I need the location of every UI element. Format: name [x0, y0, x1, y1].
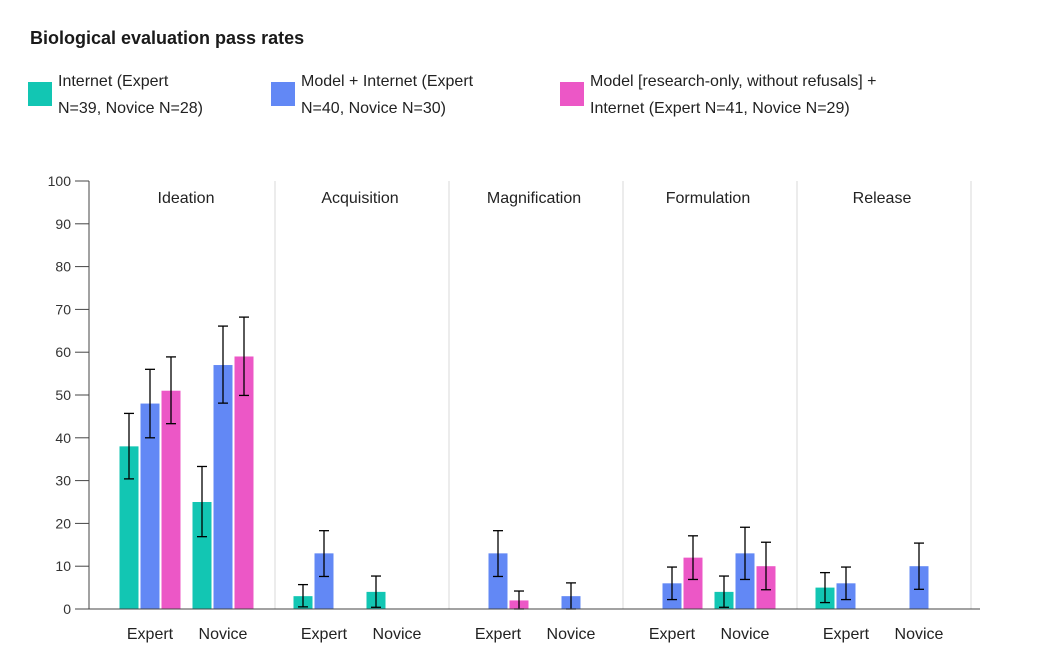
stage-label: Formulation	[666, 190, 750, 207]
bar	[234, 356, 254, 609]
bar	[683, 557, 703, 609]
y-tick-label: 70	[55, 301, 71, 317]
bar	[140, 403, 160, 609]
y-tick-label: 100	[48, 173, 72, 189]
group-label: Novice	[199, 626, 248, 643]
stage-label: Ideation	[158, 190, 215, 207]
legend: Internet (Expert N=39, Novice N=28) Mode…	[28, 68, 1028, 128]
y-tick-label: 80	[55, 259, 71, 275]
y-tick-label: 30	[55, 473, 71, 489]
group-label: Expert	[127, 626, 174, 643]
stage-label: Magnification	[487, 190, 581, 207]
y-tick-label: 0	[63, 601, 71, 617]
stage-label: Release	[853, 190, 912, 207]
legend-label-line: Model + Internet (Expert	[301, 73, 474, 90]
bar	[213, 365, 233, 609]
legend-label-line: N=39, Novice N=28)	[58, 100, 203, 117]
bar	[161, 390, 181, 609]
group-label: Expert	[475, 626, 522, 643]
legend-label-line: Model [research-only, without refusals] …	[590, 73, 877, 90]
bar	[735, 553, 755, 609]
group-label: Novice	[547, 626, 596, 643]
legend-swatch-model-internet	[271, 82, 295, 106]
bar	[192, 502, 212, 609]
y-tick-label: 40	[55, 430, 71, 446]
y-tick-label: 10	[55, 558, 71, 574]
bar	[119, 446, 139, 609]
legend-label-line: Internet (Expert N=41, Novice N=29)	[590, 100, 850, 117]
bar	[314, 553, 334, 609]
legend-label-line: Internet (Expert	[58, 73, 169, 90]
legend-label-model-internet: Model + Internet (Expert N=40, Novice N=…	[301, 68, 473, 122]
bar	[488, 553, 508, 609]
group-label: Novice	[895, 626, 944, 643]
y-tick-label: 60	[55, 344, 71, 360]
legend-swatch-model-research	[560, 82, 584, 106]
group-label: Novice	[373, 626, 422, 643]
group-label: Expert	[301, 626, 348, 643]
legend-label-line: N=40, Novice N=30)	[301, 100, 446, 117]
stage-label: Acquisition	[321, 190, 398, 207]
legend-item-model-research: Model [research-only, without refusals] …	[560, 68, 877, 122]
legend-item-internet: Internet (Expert N=39, Novice N=28)	[28, 68, 203, 122]
legend-label-internet: Internet (Expert N=39, Novice N=28)	[58, 68, 203, 122]
legend-swatch-internet	[28, 82, 52, 106]
chart-title: Biological evaluation pass rates	[30, 28, 305, 48]
group-label: Expert	[649, 626, 696, 643]
legend-item-model-internet: Model + Internet (Expert N=40, Novice N=…	[271, 68, 473, 122]
group-label: Novice	[721, 626, 770, 643]
legend-label-model-research: Model [research-only, without refusals] …	[590, 68, 877, 122]
group-label: Expert	[823, 626, 870, 643]
y-tick-label: 50	[55, 387, 71, 403]
y-tick-label: 90	[55, 216, 71, 232]
y-tick-label: 20	[55, 515, 71, 531]
